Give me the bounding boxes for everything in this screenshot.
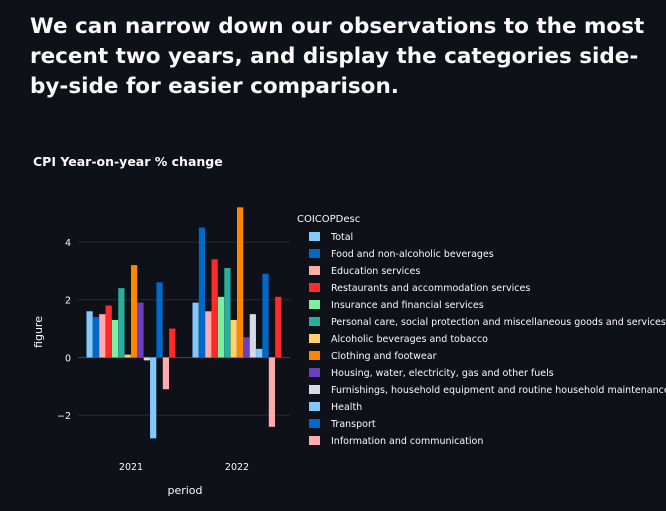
legend-item[interactable]: Restaurants and accommodation services [331, 283, 530, 294]
bar[interactable] [86, 311, 93, 358]
legend-item[interactable]: Insurance and financial services [331, 300, 484, 311]
bar[interactable] [268, 357, 276, 427]
legend-swatch [309, 385, 320, 394]
chart-legend[interactable]: COICOPDesc Total Food and non-alcoholic b… [297, 214, 666, 447]
y-tick-label: 0 [65, 353, 71, 364]
legend-item[interactable]: Health [331, 402, 362, 413]
legend-item[interactable]: Personal care, social protection and mis… [331, 317, 666, 328]
page-headline: We can narrow down our observations to t… [30, 14, 645, 99]
bar[interactable] [256, 348, 263, 358]
legend-item[interactable]: Clothing and footwear [331, 351, 437, 362]
bar[interactable] [92, 317, 100, 358]
legend-swatch [309, 249, 320, 258]
bar[interactable] [99, 314, 106, 358]
bar[interactable] [211, 259, 218, 358]
bar[interactable] [131, 265, 138, 358]
bar[interactable] [205, 311, 212, 358]
legend-item[interactable]: Alcoholic beverages and tobacco [331, 334, 488, 345]
legend-item[interactable]: Total [330, 232, 353, 243]
bar[interactable] [237, 207, 244, 358]
legend-swatch [309, 436, 320, 445]
bar[interactable] [105, 305, 112, 358]
y-axis-ticks: −2 0 2 4 [57, 238, 71, 422]
bar[interactable] [249, 314, 256, 358]
legend-swatch [309, 351, 320, 360]
legend-item[interactable]: Education services [331, 266, 420, 277]
y-axis-label: figure [32, 316, 45, 348]
legend-item[interactable]: Transport [330, 419, 376, 430]
legend-item[interactable]: Information and communication [331, 436, 483, 447]
bar[interactable] [224, 267, 231, 358]
bar[interactable] [118, 288, 125, 358]
legend-item[interactable]: Housing, water, electricity, gas and oth… [331, 368, 554, 379]
bar[interactable] [275, 296, 282, 358]
bar[interactable] [143, 357, 150, 361]
x-axis-label: period [167, 484, 202, 497]
chart-bars [86, 207, 282, 439]
legend-item[interactable]: Furnishings, household equipment and rou… [331, 385, 666, 396]
bar[interactable] [156, 282, 163, 358]
bar[interactable] [243, 337, 250, 358]
chart-gridlines [78, 241, 290, 416]
chart-title: CPI Year-on-year % change [33, 154, 223, 169]
bar[interactable] [230, 319, 237, 358]
bar[interactable] [124, 354, 131, 358]
bar[interactable] [198, 227, 206, 358]
legend-swatch [309, 402, 320, 411]
y-tick-label: 4 [65, 238, 71, 249]
legend-swatch [309, 334, 320, 343]
legend-item[interactable]: Food and non-alcoholic beverages [331, 249, 494, 260]
x-tick-label: 2022 [225, 462, 249, 473]
bar[interactable] [169, 328, 176, 358]
bar[interactable] [137, 302, 144, 358]
legend-swatch [309, 266, 320, 275]
legend-swatch [309, 317, 320, 326]
x-tick-label: 2021 [119, 462, 143, 473]
bar[interactable] [162, 357, 170, 390]
legend-swatch [309, 419, 320, 428]
y-tick-label: 2 [65, 296, 71, 307]
bar[interactable] [217, 296, 225, 358]
legend-swatch [309, 283, 320, 292]
bar[interactable] [262, 273, 269, 358]
legend-swatch [309, 232, 320, 241]
bar[interactable] [111, 319, 119, 358]
bar[interactable] [150, 357, 157, 439]
legend-title: COICOPDesc [297, 214, 360, 225]
y-tick-label: −2 [57, 411, 71, 422]
bar[interactable] [192, 302, 199, 358]
legend-swatch [309, 300, 320, 309]
x-axis-ticks: 2021 2022 [119, 462, 249, 473]
legend-swatch [309, 368, 320, 377]
